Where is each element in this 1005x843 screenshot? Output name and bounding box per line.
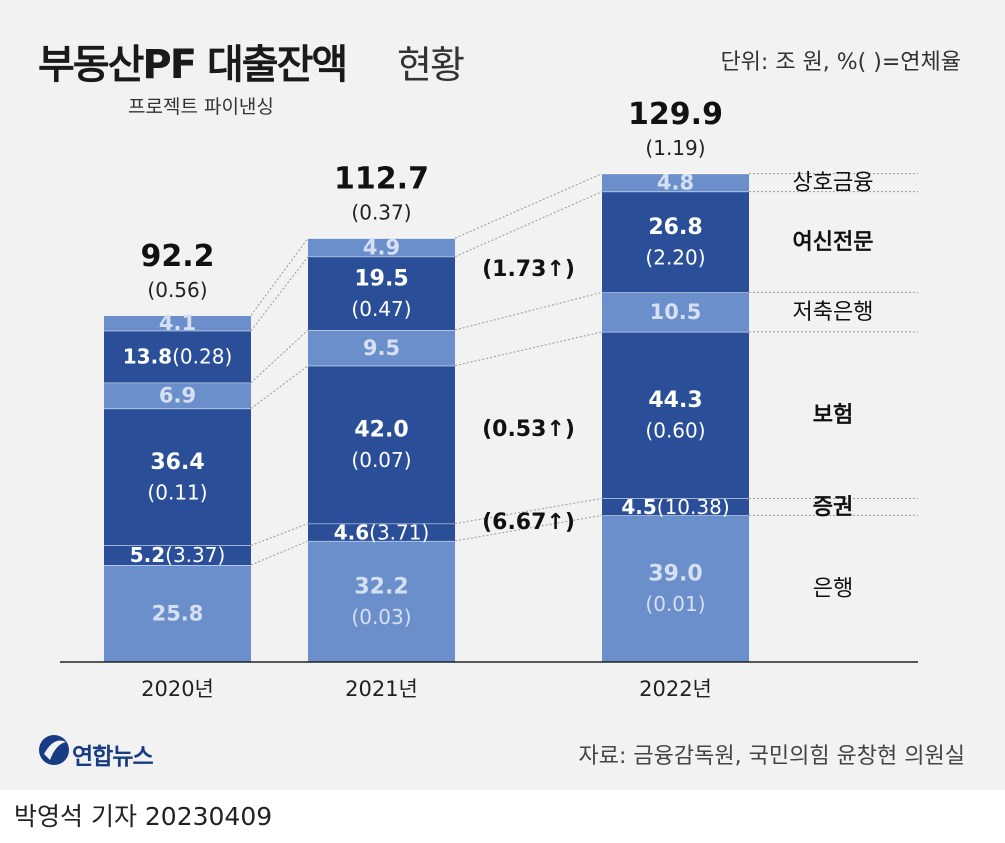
connector-line (454, 514, 603, 542)
segment-value-label: 4.5 (621, 494, 656, 518)
segment-value-label: 44.3 (648, 388, 702, 413)
bar-segment-0-4 (104, 330, 251, 383)
segment-inline-label: 5.2(3.37) (130, 543, 226, 567)
segment-value-label: 13.8 (123, 344, 172, 368)
bar-total-rate-label: (0.37) (351, 201, 411, 225)
change-annotation: (6.67↑) (482, 510, 575, 535)
connector-line (250, 523, 309, 546)
bar-total-label: 92.2 (140, 239, 214, 274)
connector-line (454, 497, 603, 525)
segment-rate-label: (2.20) (645, 246, 705, 270)
change-annotation: (0.53↑) (482, 417, 575, 442)
bar-segment-2-5 (602, 173, 749, 192)
connector-line (454, 331, 603, 367)
segment-value-label: 5.2 (130, 543, 165, 567)
segment-rate-label: (0.28) (172, 344, 232, 368)
x-tick-label: 2020년 (141, 677, 214, 701)
connector-line (250, 329, 309, 383)
segment-value-label: 26.8 (648, 215, 702, 240)
bar-segment-0-0 (104, 564, 251, 662)
connector-line (454, 291, 603, 331)
bar-segment-2-0 (602, 515, 749, 662)
segment-inline-label: 4.6(3.71) (334, 520, 430, 544)
connector-line (250, 256, 309, 332)
segment-value-label: 4.6 (334, 520, 369, 544)
bar-segment-2-1 (602, 498, 749, 516)
legend-label-1: 증권 (813, 495, 853, 520)
segment-rate-label: (3.37) (165, 543, 225, 567)
bar-segment-0-2 (104, 408, 251, 546)
bar-segment-0-5 (104, 315, 251, 331)
segment-value-label: 6.9 (159, 384, 196, 408)
bar-total-label: 129.9 (628, 97, 723, 132)
x-tick-label: 2022년 (639, 677, 712, 701)
bar-segment-1-3 (308, 329, 455, 366)
segment-rate-label: (10.38) (657, 494, 730, 518)
segment-value-label: 42.0 (354, 418, 408, 443)
segment-value-label: 9.5 (363, 336, 400, 360)
bar-segment-2-3 (602, 292, 749, 332)
segment-value-label: 25.8 (152, 601, 204, 625)
segment-rate-label: (0.07) (351, 448, 411, 472)
bar-total-rate-label: (0.56) (147, 278, 207, 302)
segment-rate-label: (0.11) (147, 481, 207, 505)
connector-line (250, 365, 309, 409)
page-title: 부동산PF 대출잔액 (38, 42, 348, 88)
legend-label-3: 저축은행 (793, 300, 874, 325)
segment-value-label: 36.4 (150, 450, 204, 475)
segment-rate-label: (3.71) (369, 520, 429, 544)
bar-segment-2-2 (602, 331, 749, 499)
segment-rate-label: (0.01) (645, 592, 705, 616)
legend-label-2: 보험 (813, 402, 853, 428)
unit-note: 단위: 조 원, %( )=연체율 (720, 50, 961, 75)
connector-line (250, 540, 309, 566)
segment-rate-label: (0.60) (645, 419, 705, 443)
bar-segment-1-4 (308, 256, 455, 330)
segment-value-label: 10.5 (650, 300, 702, 324)
byline: 박영석 기자 20230409 (14, 802, 273, 831)
segment-rate-label: (0.47) (351, 297, 411, 321)
yonhap-logo-icon (39, 735, 69, 765)
connector-line (250, 237, 309, 316)
connector-line (454, 173, 603, 239)
segment-value-label: 32.2 (354, 574, 408, 599)
change-annotation: (1.73↑) (482, 257, 575, 282)
page-title-suffix: 현황 (397, 43, 465, 87)
segment-inline-label: 4.5(10.38) (621, 494, 729, 518)
stacked-bar-chart: 25.8 5.2(3.37) 36.4 (0.11) 6.9 13.8(0.28) 4.1 9… (60, 97, 918, 701)
segment-value-label: 39.0 (648, 562, 702, 587)
segment-rate-label: (0.03) (351, 605, 411, 629)
bar-segment-0-1 (104, 545, 251, 565)
segment-value-label: 19.5 (354, 266, 408, 291)
segment-inline-label: 13.8(0.28) (123, 344, 233, 368)
bar-total-rate-label: (1.19) (645, 136, 705, 160)
bar-segment-1-1 (308, 523, 455, 541)
segment-value-label: 4.8 (657, 171, 694, 195)
bar-segment-0-3 (104, 382, 251, 409)
bar-segment-2-4 (602, 191, 749, 293)
legend-label-4: 여신전문 (793, 230, 874, 255)
yonhap-logo-text: 연합뉴스 (72, 744, 154, 770)
legend-label-0: 은행 (813, 577, 853, 602)
segment-value-label: 4.9 (363, 235, 400, 259)
x-tick-label: 2021년 (345, 677, 418, 701)
bar-segment-1-0 (308, 540, 455, 662)
source-note: 자료: 금융감독원, 국민의힘 윤창현 의원실 (578, 744, 965, 769)
connector-line (454, 191, 603, 258)
page-subtitle: 프로젝트 파이낸싱 (128, 96, 274, 118)
bar-total-label: 112.7 (334, 162, 429, 197)
bar-segment-1-2 (308, 365, 455, 524)
segment-value-label: 4.1 (159, 311, 196, 335)
legend-label-5: 상호금융 (793, 171, 874, 196)
bar-segment-1-5 (308, 238, 455, 257)
